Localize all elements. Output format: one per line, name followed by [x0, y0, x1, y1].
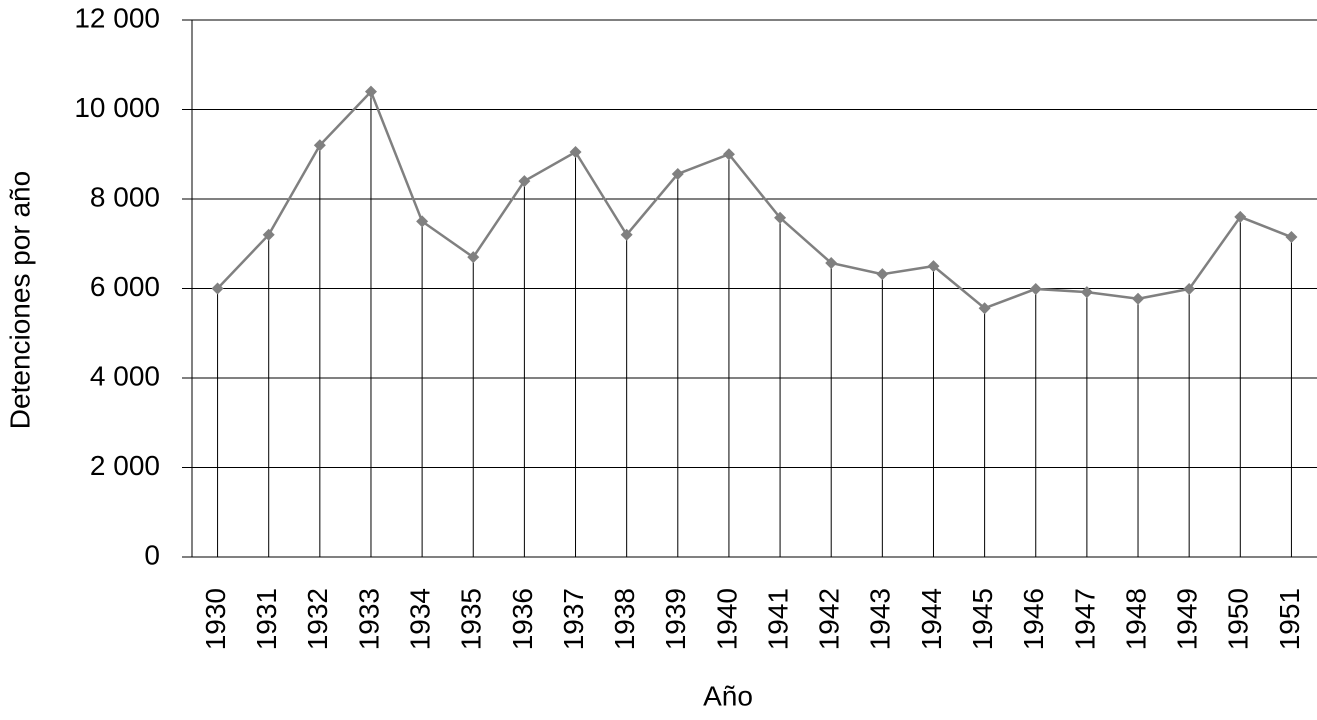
x-tick-label: 1931 — [251, 588, 282, 650]
marker — [1080, 286, 1093, 299]
x-tick-label: 1939 — [660, 588, 691, 650]
marker — [467, 251, 480, 264]
x-tick-label: 1948 — [1120, 588, 1151, 650]
marker — [416, 215, 429, 228]
x-tick-label: 1942 — [814, 588, 845, 650]
x-tick-label: 1949 — [1172, 588, 1203, 650]
x-tick-label: 1944 — [916, 588, 947, 650]
marker — [927, 260, 940, 273]
marker — [825, 256, 838, 269]
marker — [876, 268, 889, 281]
y-tick-label: 12 000 — [74, 2, 160, 33]
marker — [569, 146, 582, 159]
y-tick-label: 4 000 — [90, 360, 160, 391]
marker — [1285, 231, 1298, 244]
x-tick-label: 1938 — [609, 588, 640, 650]
x-tick-label: 1951 — [1274, 588, 1305, 650]
x-tick-label: 1936 — [507, 588, 538, 650]
y-axis-label: Detenciones por año — [4, 171, 35, 429]
marker — [978, 302, 991, 315]
marker — [313, 139, 326, 152]
data-line — [216, 89, 1292, 310]
x-tick-label: 1933 — [353, 588, 384, 650]
x-tick-label: 1946 — [1018, 588, 1049, 650]
x-axis-label: Año — [703, 680, 753, 711]
marker — [620, 228, 633, 241]
marker — [1234, 210, 1247, 223]
marker — [774, 211, 787, 224]
marker — [1132, 292, 1145, 305]
y-tick-label: 6 000 — [90, 271, 160, 302]
x-tick-label: 1947 — [1069, 588, 1100, 650]
y-tick-label: 10 000 — [74, 92, 160, 123]
x-tick-label: 1932 — [302, 588, 333, 650]
marker — [262, 228, 275, 241]
x-tick-label: 1950 — [1223, 588, 1254, 650]
x-tick-label: 1930 — [200, 588, 231, 650]
x-tick-label: 1945 — [967, 588, 998, 650]
x-tick-label: 1940 — [711, 588, 742, 650]
marker — [671, 167, 684, 180]
y-tick-label: 2 000 — [90, 450, 160, 481]
marker — [364, 85, 377, 98]
marker — [211, 282, 224, 295]
marker — [722, 148, 735, 161]
marker — [518, 175, 531, 188]
marker — [1183, 282, 1196, 295]
y-tick-label: 8 000 — [90, 181, 160, 212]
x-tick-label: 1937 — [558, 588, 589, 650]
x-tick-label: 1935 — [456, 588, 487, 650]
y-tick-label: 0 — [144, 539, 160, 570]
marker — [1029, 282, 1042, 295]
x-tick-label: 1941 — [762, 588, 793, 650]
x-tick-label: 1934 — [405, 588, 436, 650]
x-tick-label: 1943 — [865, 588, 896, 650]
